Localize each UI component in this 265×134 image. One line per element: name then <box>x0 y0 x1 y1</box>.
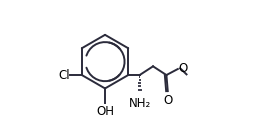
Text: NH₂: NH₂ <box>129 97 151 110</box>
Text: O: O <box>163 94 173 107</box>
Text: O: O <box>178 62 187 75</box>
Text: OH: OH <box>96 105 114 118</box>
Text: Cl: Cl <box>58 68 70 82</box>
